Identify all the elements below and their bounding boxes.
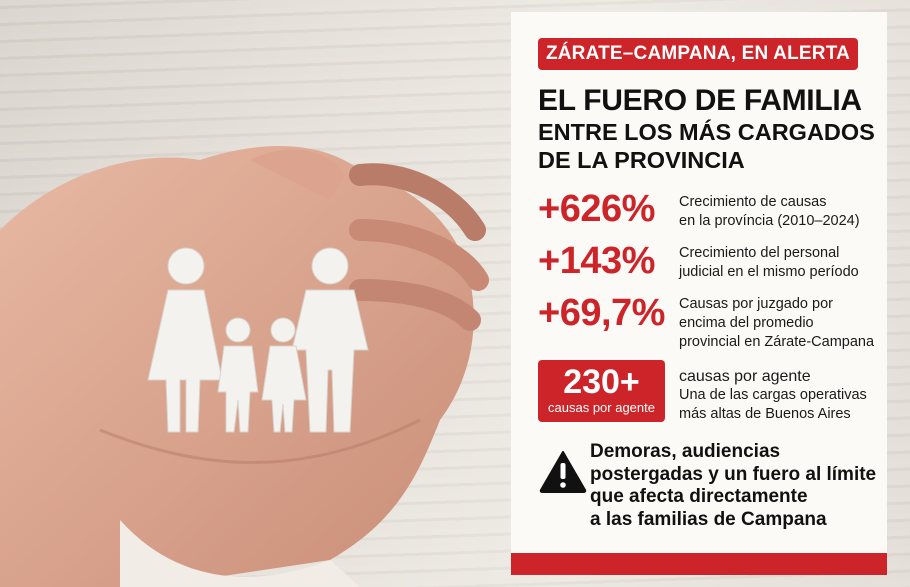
headline-line-2: ENTRE LOS MÁS CARGADOS <box>538 119 875 145</box>
headline-line-1: EL FUERO DE FAMILIA <box>538 84 862 117</box>
stat-description: Crecimiento de causas en la província (2… <box>679 193 860 231</box>
highlight-value: 230+ <box>563 363 640 401</box>
warning-line: postergadas y un fuero al límite <box>590 463 877 485</box>
stat-value: +626% <box>538 188 655 230</box>
highlight-line: causas por agente <box>679 368 811 385</box>
infographic-panel: ZÁRATE–CAMPANA, EN ALERTA EL FUERO DE FA… <box>511 12 887 575</box>
highlight-sub: causas por agente <box>548 400 655 415</box>
warning-line: Demoras, audiencias <box>590 441 781 462</box>
highlight-description: causas por agente Una de las cargas oper… <box>679 367 867 424</box>
stat-description-line: provincial en Zárate-Campana <box>679 334 875 350</box>
stat-description-line: Crecimiento del personal <box>679 245 840 261</box>
footer-bar <box>511 553 887 575</box>
warning-line: a las familias de Campana <box>590 508 827 530</box>
hands-family-photo <box>0 146 489 587</box>
headline-line-3: DE LA PROVINCIA <box>538 147 745 173</box>
stat-description-line: Causas por juzgado por <box>679 296 833 312</box>
alert-badge: ZÁRATE–CAMPANA, EN ALERTA <box>538 38 858 70</box>
warning-text: Demoras, audiencias postergadas y un fue… <box>590 441 876 531</box>
warning-line: que afecta directamente <box>590 486 808 507</box>
stat-description-line: en la província (2010–2024) <box>679 213 860 229</box>
warning-triangle-icon <box>539 451 587 493</box>
highlight-line: Una de las cargas operativas <box>679 387 867 403</box>
stat-description-line: encima del promedio <box>679 315 814 331</box>
stat-description: Crecimiento del personal judicial en el … <box>679 244 859 282</box>
stat-description-line: Crecimiento de causas <box>679 194 827 210</box>
highlight-line: más altas de Buenos Aires <box>679 406 851 422</box>
family-figures <box>147 247 369 433</box>
stat-value: +69,7% <box>538 292 665 334</box>
highlight-box: 230+ causas por agente <box>538 360 665 422</box>
stat-description-line: judicial en el mismo período <box>679 264 859 280</box>
stat-description: Causas por juzgado por encima del promed… <box>679 295 874 352</box>
stat-value: +143% <box>538 240 655 282</box>
